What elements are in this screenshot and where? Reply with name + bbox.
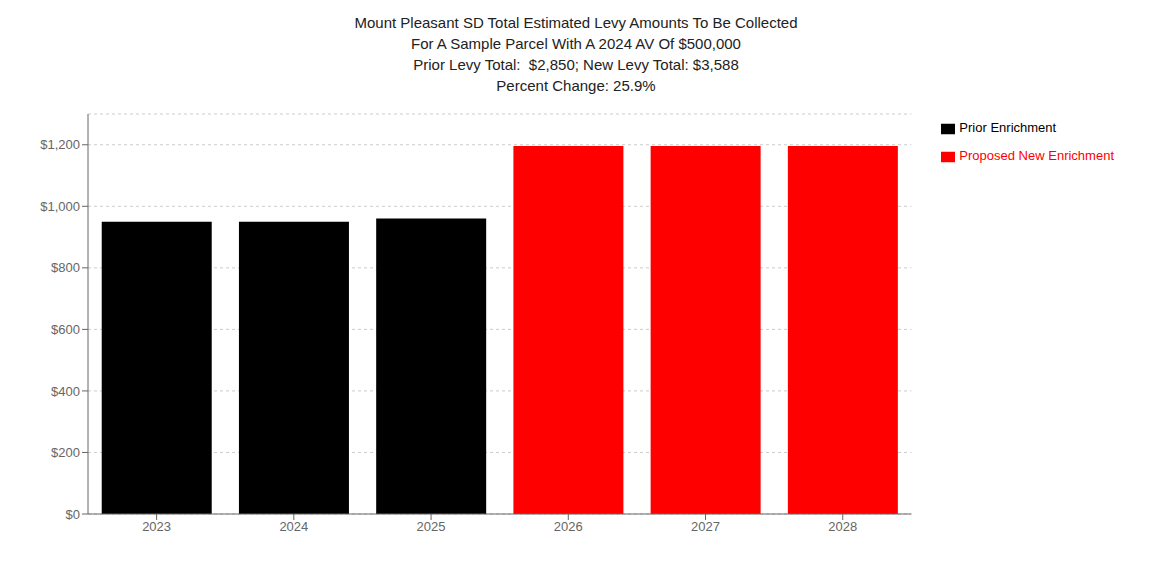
svg-text:2027: 2027 [691,519,720,534]
svg-text:$800: $800 [51,260,80,275]
svg-text:$400: $400 [51,384,80,399]
svg-text:2026: 2026 [554,519,583,534]
svg-text:$1,000: $1,000 [40,199,80,214]
svg-text:2024: 2024 [279,519,308,534]
svg-text:2028: 2028 [828,519,857,534]
svg-text:$0: $0 [66,507,80,522]
svg-text:2025: 2025 [417,519,446,534]
html-text:For A Sample Parcel With A 202: For A Sample Parcel With A 2024 AV Of $5… [411,35,741,52]
html-text:Proposed New Enrichment: Proposed New Enrichment [959,148,1114,163]
html-text:Percent Change: 25.9%: Percent Change: 25.9% [496,77,656,94]
svg-text:$600: $600 [51,322,80,337]
html-text:Mount Pleasant SD Total Estima: Mount Pleasant SD Total Estimated Levy A… [354,14,798,31]
html-text:Prior Levy Total: $2,850; New: Prior Levy Total: $2,850; New Levy Total… [413,56,739,73]
svg-text:$1,200: $1,200 [40,137,80,152]
svg-text:2023: 2023 [142,519,171,534]
svg-text:$200: $200 [51,445,80,460]
html-text:Prior Enrichment: Prior Enrichment [959,120,1057,135]
